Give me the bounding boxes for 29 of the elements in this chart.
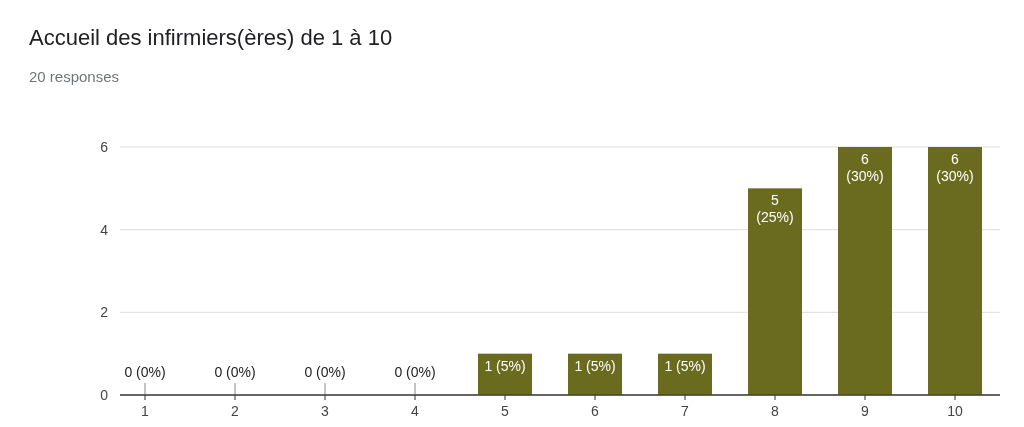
bar [838, 147, 892, 395]
data-label: 0 (0%) [394, 364, 436, 380]
x-tick-label: 9 [861, 403, 870, 419]
x-tick-label: 3 [321, 403, 330, 419]
x-tick-label: 8 [771, 403, 780, 419]
x-tick-label: 7 [681, 403, 690, 419]
x-tick-label: 5 [501, 403, 510, 419]
chart-title: Accueil des infirmiers(ères) de 1 à 10 [29, 25, 393, 50]
data-label: 5 (25%) [756, 192, 794, 226]
y-tick-label: 6 [100, 139, 109, 155]
data-label: 0 (0%) [214, 364, 256, 380]
x-tick-label: 4 [411, 403, 420, 419]
data-label: 1 (5%) [664, 357, 706, 374]
data-label: 1 (5%) [484, 357, 526, 374]
x-tick-label: 6 [591, 403, 600, 419]
x-tick-label: 1 [141, 403, 150, 419]
data-label: 6 (30%) [936, 151, 974, 184]
data-label: 0 (0%) [124, 364, 166, 380]
data-label: 0 (0%) [304, 364, 346, 380]
y-tick-label: 2 [100, 304, 109, 321]
x-tick-label: 10 [947, 403, 963, 419]
y-tick-label: 4 [100, 221, 109, 238]
x-tick-label: 2 [231, 403, 240, 419]
bar [928, 147, 982, 395]
bar [748, 188, 802, 395]
y-tick-label: 0 [100, 387, 109, 403]
data-label: 6 (30%) [846, 151, 884, 184]
data-label: 1 (5%) [574, 357, 616, 374]
chart-subtitle: 20 responses [29, 68, 120, 85]
